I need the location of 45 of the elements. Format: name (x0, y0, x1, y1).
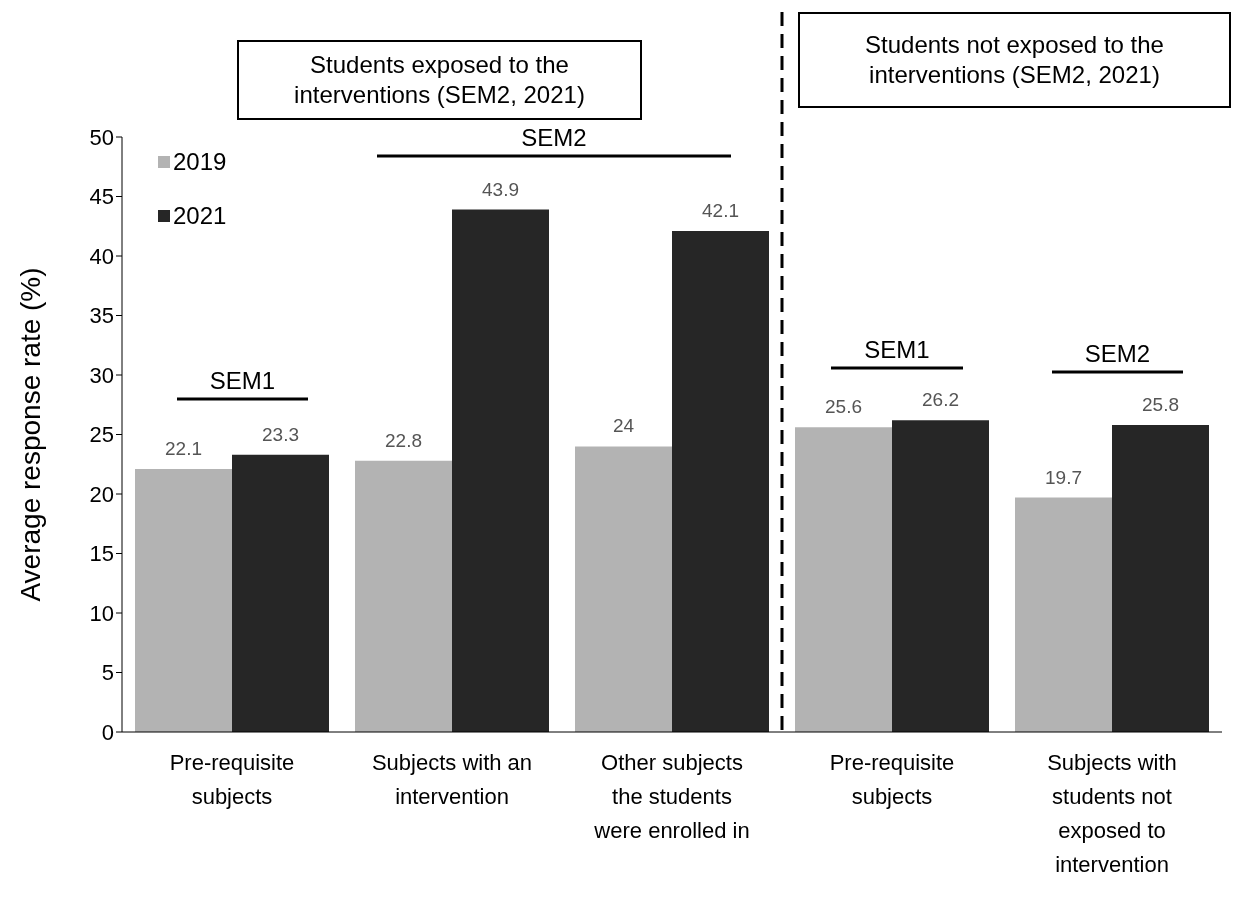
x-tick-label: Subjects with an intervention (371, 750, 533, 809)
data-label: 19.7 (1045, 466, 1082, 488)
y-axis-title: Average response rate (%) (14, 267, 46, 602)
y-tick-label: 15 (89, 541, 114, 567)
data-label: 22.1 (165, 438, 202, 460)
annotation: SEM1 (864, 336, 930, 363)
data-label: 23.3 (262, 423, 299, 445)
y-tick-label: 40 (89, 243, 114, 269)
data-label: 26.2 (922, 389, 959, 411)
x-tick-label: Other subjects the students were enrolled in (593, 750, 750, 843)
x-tick-label: Pre-requisite subjects (829, 750, 955, 809)
bar (795, 427, 892, 732)
data-label: 25.6 (825, 396, 862, 418)
data-label: 42.1 (702, 200, 739, 222)
y-tick-label: 20 (89, 481, 114, 507)
legend-label: 2021 (173, 202, 227, 230)
y-tick-label: 5 (101, 660, 114, 686)
x-tick-label: Pre-requisite subjects (169, 750, 295, 809)
bar (575, 446, 672, 732)
data-label: 25.8 (1142, 393, 1179, 415)
frame: Students not exposed to the interventions (SEM2, 2021) (798, 12, 1231, 108)
bar (452, 209, 549, 732)
annotation: SEM2 (1084, 340, 1151, 367)
bar (892, 420, 989, 732)
bar (1015, 497, 1112, 732)
legend-label: 2019 (173, 148, 227, 176)
bar (672, 231, 769, 732)
frame: Students exposed to the interventions (SEM2, 2021) (237, 40, 642, 120)
data-label: 43.9 (482, 178, 519, 200)
data-label: 24 (612, 415, 635, 437)
y-tick-label: 0 (101, 719, 114, 745)
bar (232, 454, 329, 732)
y-tick-label: 50 (89, 124, 114, 150)
y-tick-label: 35 (89, 303, 114, 329)
bar (1112, 424, 1209, 732)
data-label: 22.8 (385, 429, 422, 451)
annotation: SEM2 (521, 124, 587, 151)
annotation: SEM1 (209, 367, 276, 394)
y-tick-label: 45 (89, 184, 114, 210)
y-tick-label: 10 (89, 600, 114, 626)
x-tick-label: Subjects with students not exposed to intervention (1047, 750, 1177, 877)
y-tick-label: 25 (89, 422, 114, 448)
y-tick-label: 30 (89, 362, 114, 388)
bar (135, 469, 232, 732)
bar (355, 460, 452, 732)
